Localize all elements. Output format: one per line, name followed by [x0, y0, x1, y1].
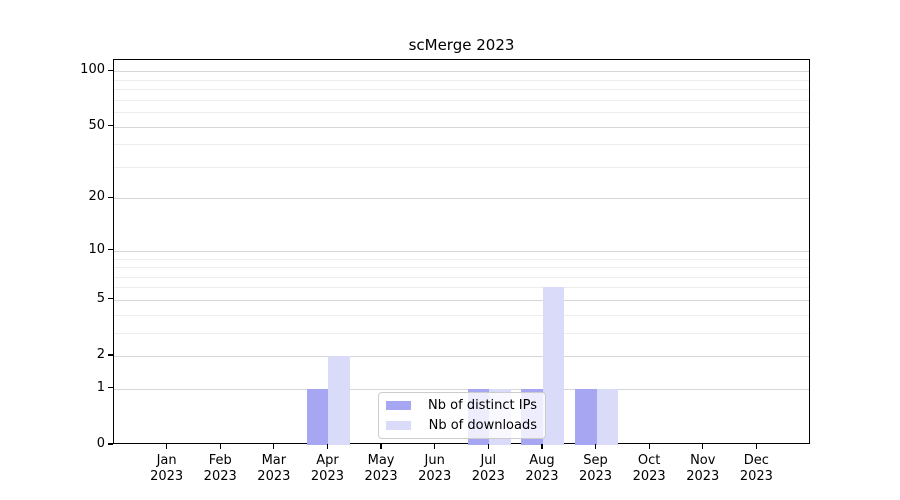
- legend-item-downloads: Nb of downloads: [386, 418, 537, 433]
- y-tick-label: 50: [88, 117, 105, 133]
- x-tick-label: Mar 2023: [257, 453, 291, 484]
- y-tick-label: 100: [80, 62, 105, 78]
- gridline-major: [114, 388, 809, 390]
- gridline-minor: [114, 267, 809, 269]
- y-tick-mark: [108, 354, 113, 356]
- y-tick-label: 1: [96, 379, 105, 395]
- y-tick-mark: [108, 443, 113, 445]
- gridline-minor: [114, 276, 809, 278]
- gridline-minor: [114, 287, 809, 289]
- legend: Nb of distinct IPs Nb of downloads: [378, 392, 546, 439]
- x-tick-label: Jul 2023: [471, 453, 505, 484]
- bar-nb-of-downloads: [596, 388, 618, 445]
- y-tick-mark: [108, 298, 113, 300]
- bar-nb-of-downloads: [542, 287, 565, 445]
- bar-nb-of-distinct-ips: [307, 388, 329, 445]
- x-tick-label: Oct 2023: [632, 453, 666, 484]
- x-tick-mark: [541, 444, 543, 449]
- y-tick-label: 2: [96, 347, 105, 363]
- y-tick-mark: [108, 69, 113, 71]
- legend-label-downloads: Nb of downloads: [428, 418, 537, 433]
- x-tick-mark: [326, 444, 329, 449]
- x-tick-mark: [594, 444, 597, 449]
- gridline-minor: [114, 79, 809, 81]
- y-tick-mark: [108, 124, 113, 127]
- gridline-major: [114, 126, 809, 128]
- x-tick-mark: [380, 444, 382, 449]
- y-tick-label: 0: [96, 436, 105, 451]
- gridline-minor: [114, 112, 809, 114]
- x-tick-mark: [166, 444, 168, 449]
- bar-nb-of-downloads: [328, 356, 350, 445]
- y-tick-mark: [108, 196, 113, 198]
- bar-nb-of-distinct-ips: [575, 388, 597, 445]
- y-tick-label: 10: [88, 241, 105, 257]
- y-tick-mark: [108, 387, 113, 389]
- gridline-major: [114, 198, 809, 200]
- y-tick-mark: [108, 249, 113, 251]
- gridline-minor: [114, 144, 809, 146]
- gridline-minor: [114, 314, 809, 316]
- x-tick-mark: [755, 444, 757, 449]
- chart-title: scMerge 2023: [408, 36, 515, 54]
- x-tick-label: Jan 2023: [150, 453, 184, 484]
- x-tick-label: Aug 2023: [525, 453, 559, 484]
- x-tick-label: Apr 2023: [310, 453, 344, 484]
- x-tick-label: May 2023: [364, 453, 398, 484]
- gridline-minor: [114, 166, 809, 168]
- x-tick-label: Jun 2023: [418, 453, 452, 484]
- legend-swatch-distinct-ips-icon: [386, 401, 411, 410]
- gridline-minor: [114, 89, 809, 91]
- gridline-major: [114, 250, 809, 252]
- gridline-minor: [114, 258, 809, 260]
- legend-item-distinct-ips: Nb of distinct IPs: [386, 398, 537, 413]
- gridline-major: [114, 356, 809, 358]
- x-tick-mark: [219, 444, 221, 449]
- gridline-major: [114, 299, 809, 301]
- x-tick-mark: [273, 444, 275, 449]
- x-tick-mark: [648, 444, 650, 449]
- gridline-minor: [114, 332, 809, 334]
- y-tick-label: 5: [96, 290, 105, 306]
- y-tick-label: 20: [88, 189, 105, 205]
- x-tick-label: Sep 2023: [578, 453, 613, 484]
- legend-swatch-downloads-icon: [386, 421, 411, 430]
- gridline-major: [114, 71, 809, 73]
- legend-label-distinct-ips: Nb of distinct IPs: [428, 398, 537, 413]
- x-tick-label: Feb 2023: [203, 453, 237, 484]
- x-tick-mark: [487, 444, 489, 449]
- x-tick-mark: [434, 444, 436, 449]
- x-tick-label: Nov 2023: [686, 453, 720, 484]
- x-tick-label: Dec 2023: [739, 453, 773, 484]
- x-tick-mark: [702, 444, 704, 449]
- gridline-minor: [114, 99, 809, 101]
- plot-area: Nb of distinct IPs Nb of downloads: [113, 59, 810, 445]
